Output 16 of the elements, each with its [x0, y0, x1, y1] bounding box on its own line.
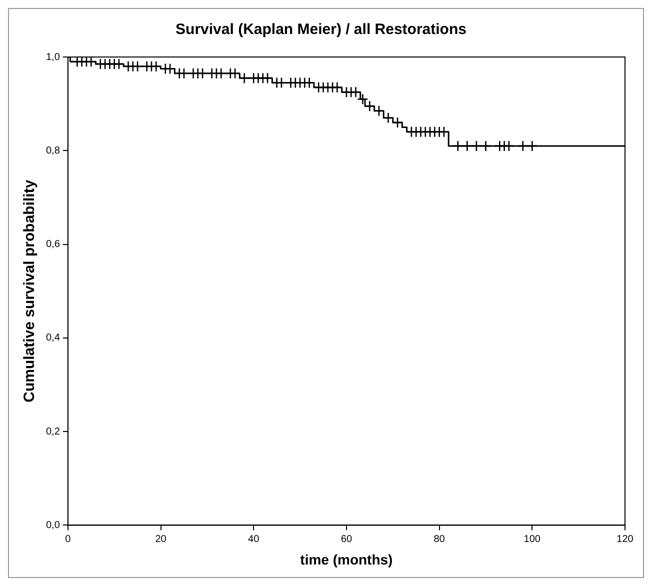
- y-tick-label: 0,4: [46, 332, 60, 344]
- x-tick-label: 80: [434, 534, 446, 545]
- y-tick-label: 0,0: [46, 520, 60, 531]
- y-axis-title: Cumulative survival probability: [21, 179, 38, 402]
- x-tick-label: 40: [248, 534, 260, 545]
- y-tick-label: 1,0: [46, 52, 60, 63]
- x-axis-title: time (months): [300, 551, 393, 568]
- x-tick-label: 20: [155, 534, 167, 545]
- x-tick-label: 100: [524, 534, 541, 545]
- y-tick-label: 0,6: [46, 239, 60, 250]
- chart-title: Survival (Kaplan Meier) / all Restorations: [176, 21, 466, 38]
- x-tick-label: 120: [616, 534, 634, 545]
- y-tick-label: 0,8: [46, 145, 60, 156]
- y-tick-label: 0,2: [46, 426, 60, 438]
- x-tick-label: 0: [65, 534, 72, 545]
- x-tick-label: 60: [340, 534, 352, 545]
